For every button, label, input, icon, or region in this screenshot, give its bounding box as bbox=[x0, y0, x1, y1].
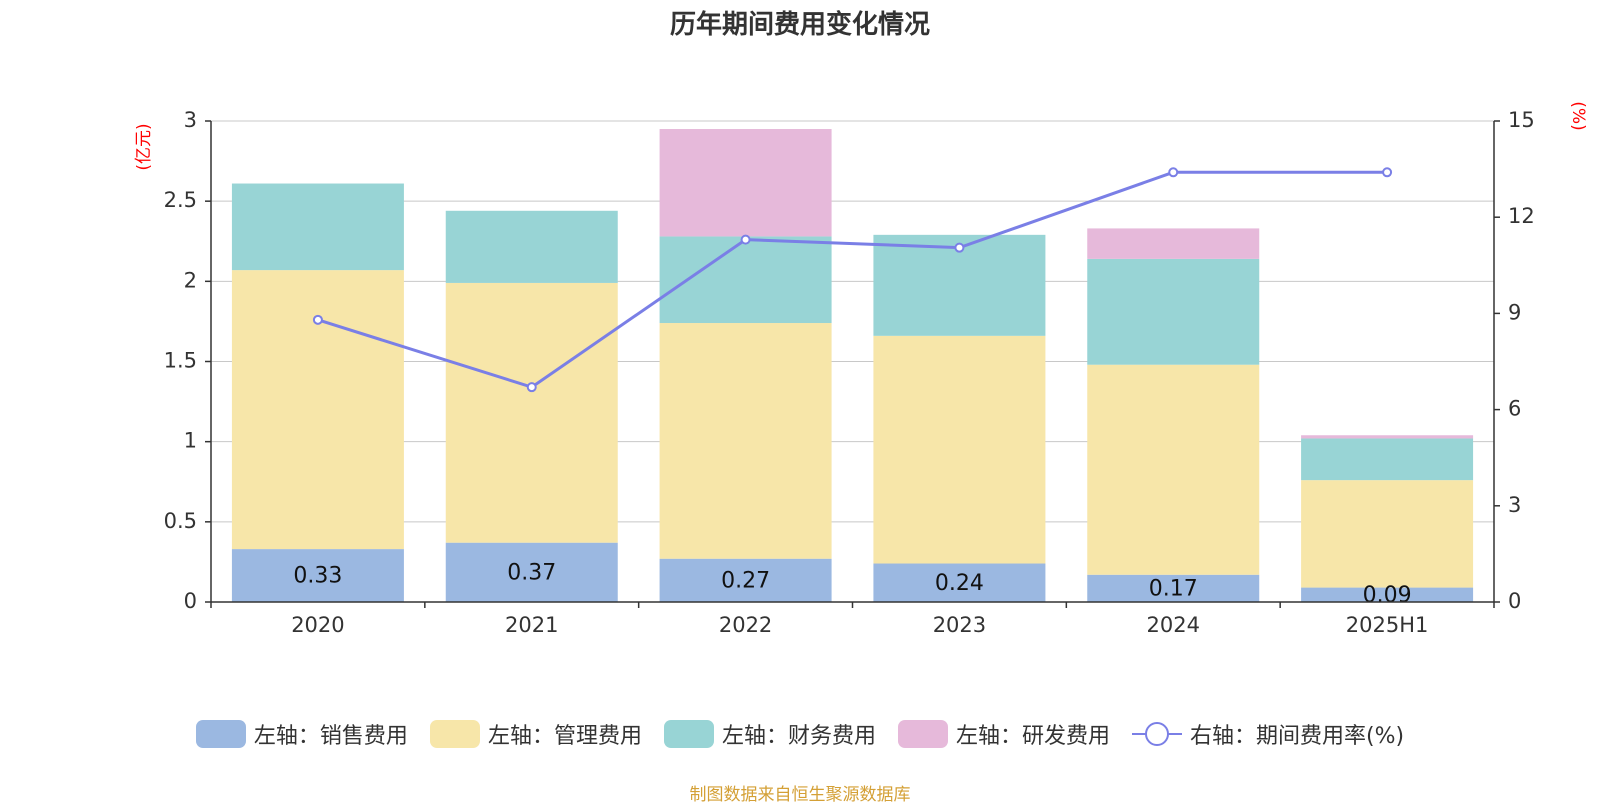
right-tick-label: 6 bbox=[1508, 397, 1521, 421]
bar-segment-1-2022 bbox=[659, 558, 832, 602]
legend-item[interactable]: 左轴：研发费用 bbox=[897, 718, 1110, 750]
legend-item[interactable]: 右轴：期间费用率(%) bbox=[1131, 718, 1405, 750]
bar-segment-1-2024 bbox=[1087, 574, 1260, 602]
bar-segment-3-2021 bbox=[445, 210, 618, 283]
rate-line bbox=[312, 167, 1393, 393]
chart-title: 历年期间费用变化情况 bbox=[669, 10, 930, 40]
legend-label: 左轴：销售费用 bbox=[253, 724, 408, 749]
axes: 0 0.5 1 1.5 2 2.5 3 0 3 6 9 12 15 2020 2021 2022 2023 202… bbox=[164, 108, 1535, 637]
x-tick-label: 2023 bbox=[933, 613, 986, 637]
legend-swatch bbox=[663, 720, 714, 748]
bar-data-label: 0.17 bbox=[1149, 576, 1198, 601]
bar-segment-2-2025H1 bbox=[1301, 480, 1474, 588]
rate-point bbox=[1382, 167, 1393, 178]
legend-label: 左轴：研发费用 bbox=[955, 724, 1110, 749]
bar-segment-3-2025H1 bbox=[1301, 438, 1474, 481]
right-tick-label: 15 bbox=[1508, 108, 1535, 132]
legend-swatch bbox=[897, 720, 948, 748]
x-tick-label: 2024 bbox=[1147, 613, 1200, 637]
legend-item[interactable]: 左轴：管理费用 bbox=[429, 718, 642, 750]
left-tick-label: 0.5 bbox=[164, 509, 197, 533]
bar-segment-2-2021 bbox=[445, 282, 618, 543]
grid-lines bbox=[211, 120, 1494, 523]
left-tick-label: 1 bbox=[184, 429, 197, 453]
legend: 左轴：销售费用 左轴：管理费用 左轴：财务费用 左轴：研发费用 右轴：期间费用率(%) bbox=[0, 718, 1600, 750]
source-note: 制图数据来自恒生聚源数据库 bbox=[689, 785, 911, 805]
bar-data-label: 0.27 bbox=[721, 568, 770, 593]
legend-swatch bbox=[195, 720, 246, 748]
bar-segment-1-2020 bbox=[231, 549, 404, 602]
left-tick-label: 1.5 bbox=[164, 349, 197, 373]
legend-label: 右轴：期间费用率(%) bbox=[1189, 724, 1405, 749]
rate-point bbox=[312, 314, 323, 325]
bar-segment-4-2022 bbox=[659, 129, 832, 237]
bar-data-label: 0.33 bbox=[293, 564, 342, 589]
bar-data-label: 0.37 bbox=[507, 560, 556, 585]
legend-label: 左轴：财务费用 bbox=[721, 724, 876, 749]
bar-segment-4-2025H1 bbox=[1301, 435, 1474, 439]
bar-segment-1-2021 bbox=[445, 542, 618, 602]
bar-segment-3-2020 bbox=[231, 183, 404, 271]
bar-data-label: 0.09 bbox=[1363, 583, 1412, 608]
left-tick-label: 3 bbox=[184, 108, 197, 132]
x-tick-label: 2025H1 bbox=[1346, 613, 1429, 637]
bars: 0.33 0.37 0.27 0.24 0.17 0.09 bbox=[231, 129, 1474, 608]
right-tick-label: 12 bbox=[1508, 204, 1535, 228]
rate-line-path bbox=[317, 170, 1388, 389]
x-tick-label: 2020 bbox=[291, 613, 344, 637]
bar-segment-4-2024 bbox=[1087, 228, 1260, 259]
legend-line-marker bbox=[1131, 722, 1182, 746]
left-axis-unit: (亿元) bbox=[134, 123, 154, 170]
bar-segment-2-2020 bbox=[231, 270, 404, 550]
rate-point bbox=[526, 382, 537, 393]
bar-segment-2-2023 bbox=[873, 335, 1046, 564]
bar-segment-3-2024 bbox=[1087, 258, 1260, 365]
legend-swatch bbox=[429, 720, 480, 748]
rate-point bbox=[740, 234, 751, 245]
right-tick-label: 3 bbox=[1508, 493, 1521, 517]
x-tick-label: 2021 bbox=[505, 613, 558, 637]
left-tick-label: 0 bbox=[184, 589, 197, 613]
left-tick-label: 2.5 bbox=[164, 188, 197, 212]
left-tick-label: 2 bbox=[184, 268, 197, 292]
bar-data-label: 0.24 bbox=[935, 571, 984, 596]
right-axis-unit: (%) bbox=[1568, 101, 1588, 130]
legend-item[interactable]: 左轴：财务费用 bbox=[663, 718, 876, 750]
bar-segment-2-2022 bbox=[659, 323, 832, 559]
bar-segment-1-2023 bbox=[873, 563, 1046, 602]
legend-item[interactable]: 左轴：销售费用 bbox=[195, 718, 408, 750]
bar-segment-2-2024 bbox=[1087, 364, 1260, 575]
rate-point bbox=[1168, 167, 1179, 178]
x-tick-label: 2022 bbox=[719, 613, 772, 637]
bar-segment-1-2025H1 bbox=[1301, 587, 1474, 602]
legend-label: 左轴：管理费用 bbox=[487, 724, 642, 749]
right-tick-label: 9 bbox=[1508, 300, 1521, 324]
right-tick-label: 0 bbox=[1508, 589, 1521, 613]
rate-point bbox=[954, 242, 965, 253]
